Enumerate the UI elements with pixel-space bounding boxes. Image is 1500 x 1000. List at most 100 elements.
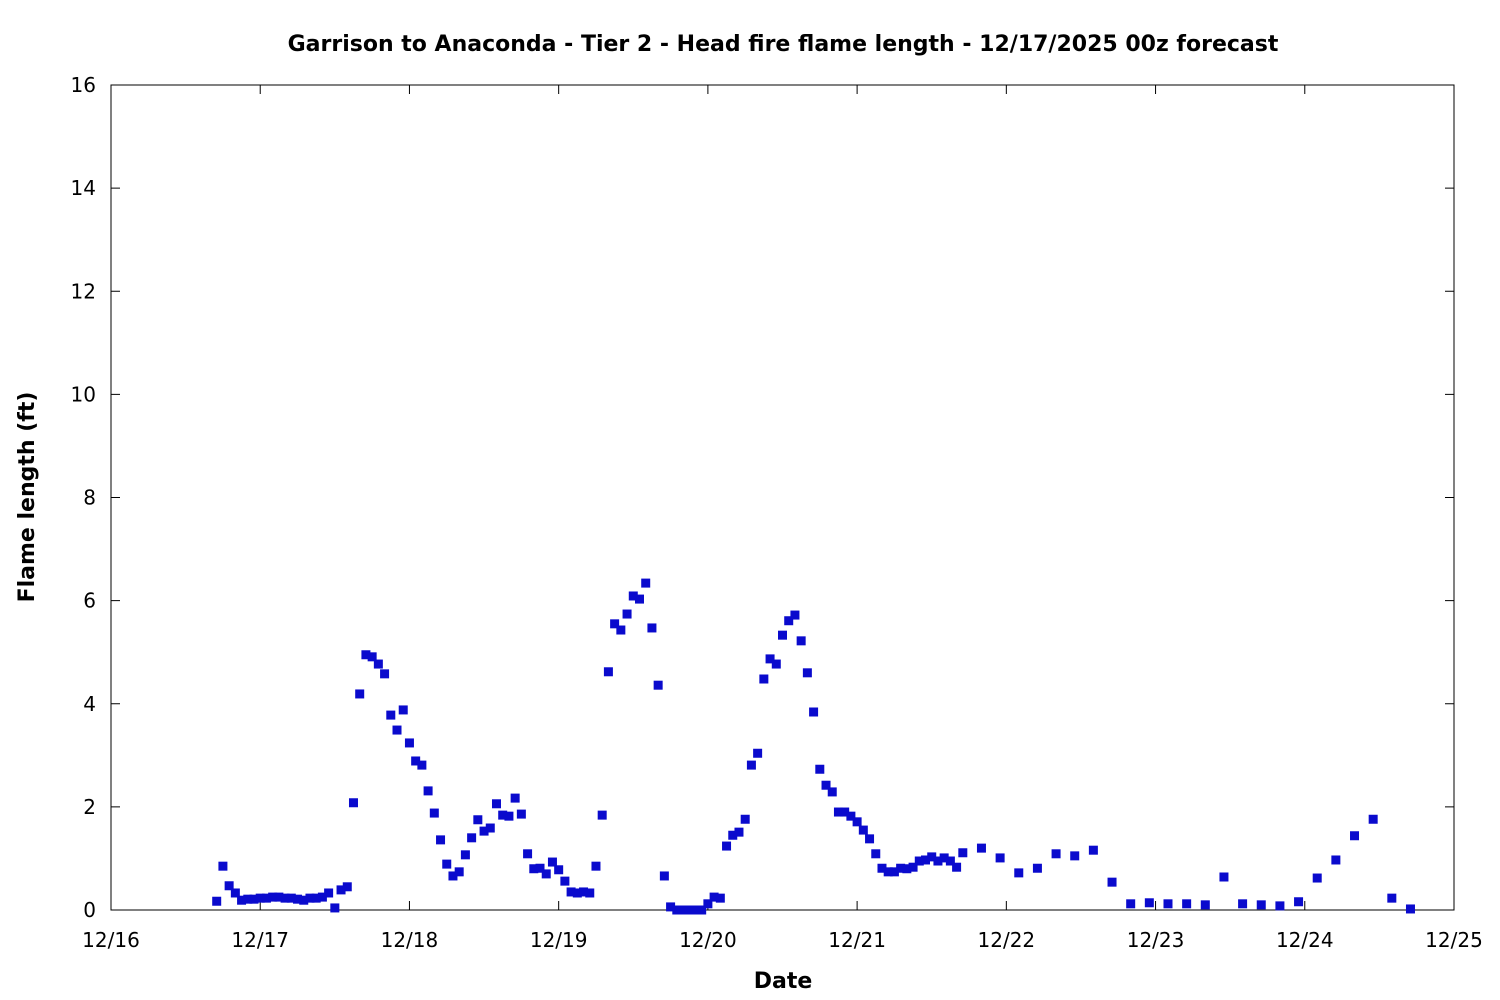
data-point bbox=[715, 893, 725, 903]
data-point bbox=[933, 856, 943, 866]
data-point bbox=[392, 725, 402, 735]
data-point bbox=[336, 885, 346, 895]
data-point bbox=[355, 689, 365, 699]
data-point bbox=[1294, 897, 1304, 907]
data-point bbox=[784, 616, 794, 626]
data-point bbox=[778, 630, 787, 640]
data-points bbox=[212, 578, 1415, 915]
data-point bbox=[728, 830, 738, 840]
data-point bbox=[560, 876, 570, 886]
x-tick-label: 12/24 bbox=[1276, 928, 1334, 952]
data-point bbox=[1051, 849, 1061, 859]
data-point bbox=[790, 610, 800, 620]
data-point bbox=[865, 834, 875, 844]
data-point bbox=[566, 887, 576, 897]
data-point bbox=[305, 893, 315, 903]
data-point bbox=[330, 903, 340, 913]
data-point bbox=[529, 864, 539, 874]
data-point bbox=[846, 811, 856, 821]
data-point bbox=[386, 710, 396, 720]
data-point bbox=[429, 808, 439, 818]
data-point bbox=[896, 863, 906, 873]
data-point bbox=[1126, 899, 1136, 909]
data-point bbox=[373, 659, 383, 669]
data-point bbox=[554, 865, 564, 875]
data-point bbox=[840, 807, 850, 817]
data-point bbox=[852, 817, 862, 827]
y-tick-label: 0 bbox=[83, 898, 96, 922]
y-axis-label: Flame length (ft) bbox=[15, 392, 40, 603]
data-point bbox=[976, 843, 986, 853]
data-point bbox=[753, 748, 763, 758]
data-point bbox=[628, 591, 638, 601]
data-point bbox=[255, 893, 265, 903]
data-point bbox=[709, 892, 719, 902]
data-point bbox=[261, 893, 271, 903]
data-point bbox=[690, 905, 700, 915]
y-tick-label: 10 bbox=[71, 382, 96, 406]
x-tick-label: 12/17 bbox=[231, 928, 289, 952]
data-point bbox=[634, 594, 644, 604]
data-point bbox=[1088, 845, 1098, 855]
data-point bbox=[647, 623, 657, 633]
data-point bbox=[678, 905, 688, 915]
y-tick-label: 8 bbox=[83, 486, 96, 510]
data-point bbox=[498, 810, 508, 820]
data-point bbox=[740, 814, 750, 824]
data-point bbox=[230, 888, 240, 898]
data-point bbox=[1200, 900, 1210, 910]
data-point bbox=[572, 888, 582, 898]
data-point bbox=[479, 826, 489, 836]
data-point bbox=[622, 609, 632, 619]
data-point bbox=[827, 787, 837, 797]
data-point bbox=[1219, 872, 1229, 882]
data-point bbox=[398, 705, 408, 715]
data-point bbox=[485, 823, 495, 833]
data-point bbox=[684, 905, 694, 915]
x-tick-label: 12/25 bbox=[1425, 928, 1483, 952]
data-point bbox=[902, 864, 912, 874]
chart-title: Garrison to Anaconda - Tier 2 - Head fir… bbox=[288, 32, 1279, 57]
data-point bbox=[1405, 904, 1415, 914]
data-point bbox=[311, 893, 321, 903]
data-point bbox=[610, 619, 620, 629]
data-point bbox=[1368, 814, 1378, 824]
data-point bbox=[927, 852, 937, 862]
data-point bbox=[871, 849, 881, 859]
y-tick-label: 14 bbox=[71, 176, 96, 200]
data-point bbox=[672, 905, 682, 915]
data-point bbox=[653, 680, 663, 690]
data-point bbox=[417, 760, 427, 770]
data-point bbox=[771, 659, 781, 669]
data-point bbox=[274, 892, 284, 902]
data-point bbox=[218, 861, 228, 871]
data-point bbox=[212, 896, 222, 906]
data-point bbox=[460, 850, 470, 860]
data-point bbox=[802, 668, 812, 678]
data-point bbox=[324, 888, 334, 898]
data-point bbox=[510, 793, 520, 803]
plot-frame bbox=[110, 84, 1455, 911]
data-point bbox=[454, 867, 464, 877]
data-point bbox=[666, 902, 676, 912]
y-tick-label: 4 bbox=[83, 692, 96, 716]
data-point bbox=[380, 669, 390, 679]
data-point bbox=[1331, 855, 1341, 865]
data-point bbox=[367, 652, 377, 662]
x-tick-label: 12/16 bbox=[82, 928, 140, 952]
y-tick-label: 12 bbox=[71, 279, 96, 303]
data-point bbox=[280, 893, 290, 903]
data-point bbox=[423, 786, 433, 796]
data-point bbox=[939, 853, 949, 863]
data-point bbox=[1182, 899, 1192, 909]
data-point bbox=[877, 863, 887, 873]
data-point bbox=[436, 835, 446, 845]
data-point bbox=[1144, 898, 1154, 908]
data-point bbox=[958, 848, 968, 858]
data-point bbox=[1163, 899, 1173, 909]
x-tick-label: 12/21 bbox=[828, 928, 886, 952]
data-point bbox=[243, 894, 253, 904]
data-point bbox=[889, 867, 899, 877]
data-point bbox=[914, 856, 924, 866]
data-point bbox=[703, 899, 713, 909]
